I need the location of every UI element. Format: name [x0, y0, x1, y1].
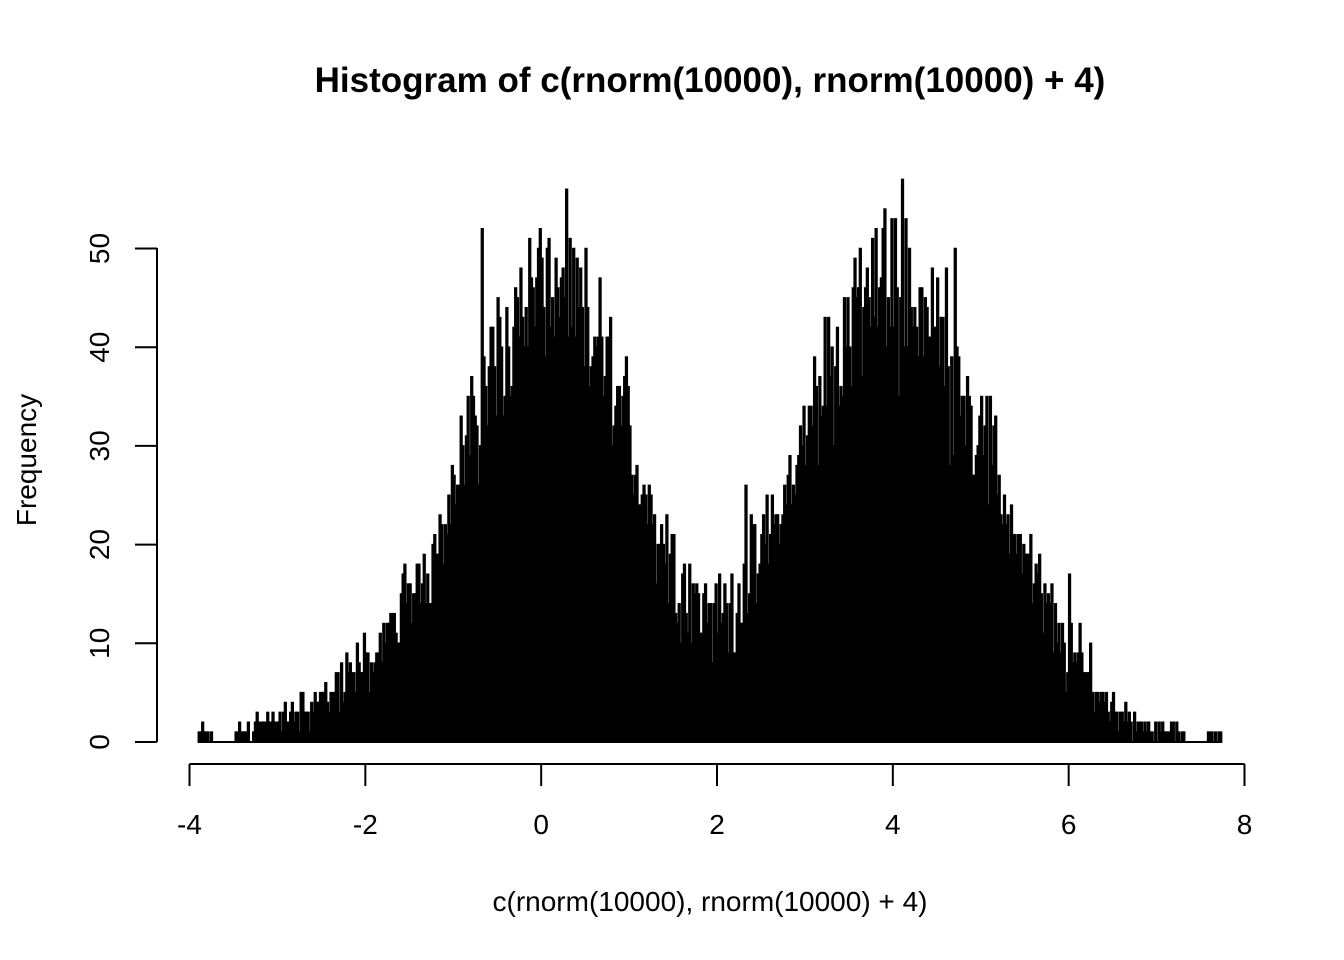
x-tick-label: 6 [1061, 809, 1077, 840]
chart-title: Histogram of c(rnorm(10000), rnorm(10000… [315, 61, 1106, 100]
y-axis: 0 10 20 30 40 50 [84, 233, 158, 750]
y-tick-label: 30 [84, 430, 115, 461]
y-tick-label: 10 [84, 628, 115, 659]
y-tick-label: 40 [84, 332, 115, 363]
histogram-bar [1154, 721, 1158, 743]
x-tick-label: 0 [533, 809, 549, 840]
histogram-bar [1219, 731, 1223, 743]
histogram-bar [1171, 721, 1175, 743]
histogram-bar [1129, 721, 1133, 743]
x-axis: -4 -2 0 2 4 6 8 [177, 763, 1253, 840]
x-tick-label: -2 [353, 809, 378, 840]
histogram-bar [1150, 731, 1154, 743]
histogram-bars [197, 178, 1223, 743]
histogram-bar [206, 731, 210, 743]
y-tick-label: 20 [84, 529, 115, 560]
y-tick-label: 0 [84, 734, 115, 750]
histogram-bar [209, 731, 214, 743]
histogram-bar [1210, 731, 1214, 743]
histogram-bar [246, 721, 251, 743]
x-tick-label: 4 [885, 809, 901, 840]
x-tick-label: 8 [1237, 809, 1253, 840]
x-tick-label: 2 [709, 809, 725, 840]
histogram-bar [1182, 731, 1186, 743]
x-tick-label: -4 [177, 809, 202, 840]
x-axis-label: c(rnorm(10000), rnorm(10000) + 4) [493, 886, 928, 917]
y-tick-label: 50 [84, 233, 115, 264]
histogram-bar [1213, 731, 1218, 743]
histogram-bar [1176, 731, 1181, 743]
y-axis-label: Frequency [11, 394, 42, 526]
